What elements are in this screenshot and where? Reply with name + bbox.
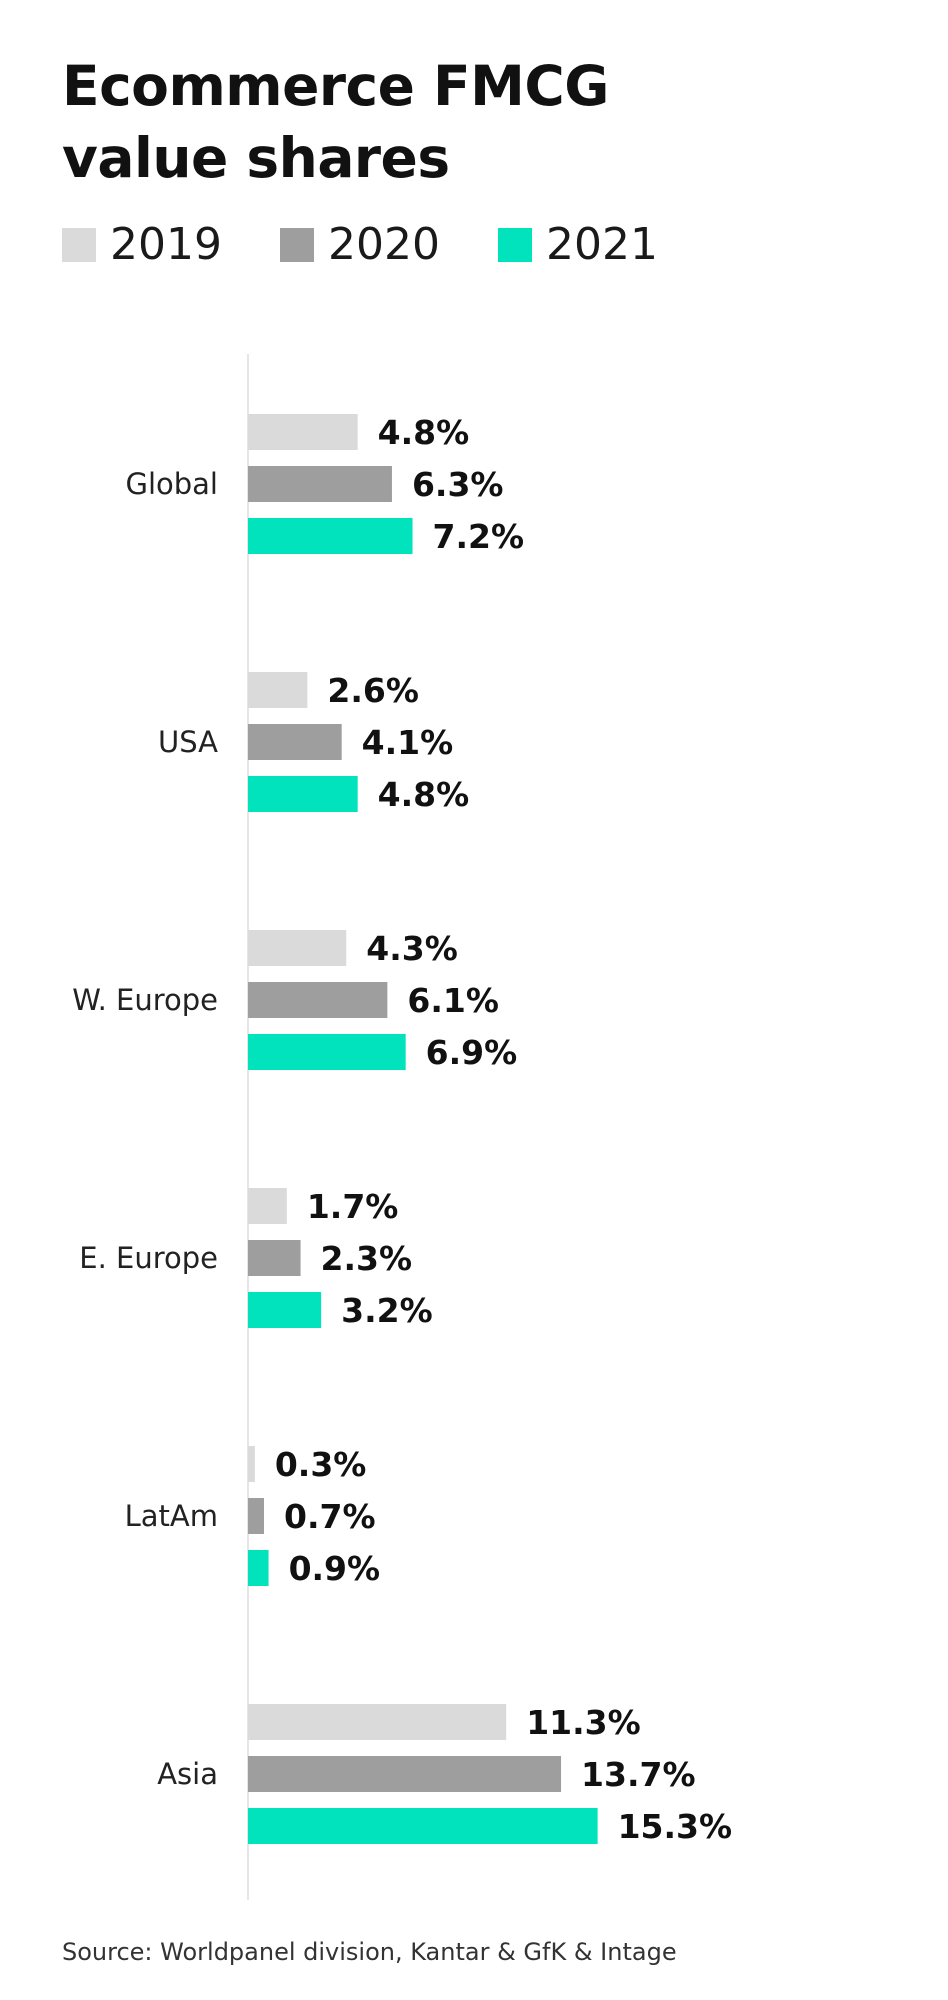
bar-2019 (248, 930, 347, 966)
data-label: 2.6% (327, 671, 419, 710)
data-label: 4.1% (362, 723, 454, 762)
data-label: 3.2% (341, 1291, 433, 1330)
bar-2021 (248, 1550, 269, 1586)
data-label: 6.1% (407, 981, 499, 1020)
legend-label-2021: 2021 (545, 219, 658, 270)
bar-2021 (248, 1292, 322, 1328)
data-label: 0.9% (289, 1549, 381, 1588)
legend-label-2019: 2019 (110, 219, 222, 270)
bar-2020 (248, 466, 392, 502)
data-label: 1.7% (307, 1187, 399, 1226)
bar-2020 (248, 1240, 301, 1276)
data-label: 7.2% (433, 517, 525, 556)
data-label: 6.3% (412, 465, 504, 504)
data-label: 6.9% (426, 1033, 518, 1072)
bar-chart: Global 4.8% 6.3% 7.2% USA 2.6% 4.1% 4.8% W. Euro… (72, 354, 733, 1900)
bar-2021 (248, 518, 413, 554)
bar-2019 (248, 1446, 255, 1482)
bar-2019 (248, 672, 308, 708)
bar-2019 (248, 1188, 287, 1224)
data-label: 13.7% (581, 1755, 696, 1794)
data-label: 0.7% (284, 1497, 376, 1536)
legend-item-2019: 2019 (62, 220, 222, 270)
legend-item-2021: 2021 (497, 219, 658, 270)
bar-2020 (248, 982, 388, 1018)
chart-title: Ecommerce FMCG value shares (62, 54, 609, 190)
data-label: 15.3% (618, 1807, 733, 1846)
bar-2019 (248, 414, 358, 450)
bar-2020 (248, 1498, 264, 1534)
data-label: 2.3% (321, 1239, 413, 1278)
bar-2021 (248, 1034, 406, 1070)
category-label: Asia (157, 1757, 218, 1791)
legend-swatch-2019 (62, 228, 96, 262)
category-label: E. Europe (79, 1241, 218, 1275)
bar-2020 (248, 1756, 562, 1792)
bar-2019 (248, 1704, 507, 1740)
data-label: 11.3% (526, 1703, 641, 1742)
legend-swatch-2021 (497, 228, 532, 262)
legend-label-2020: 2020 (327, 219, 440, 270)
data-label: 4.8% (378, 775, 470, 814)
bar-2021 (248, 776, 358, 812)
source-note: Source: Worldpanel division, Kantar & Gf… (62, 1938, 677, 1966)
category-label: LatAm (125, 1499, 218, 1533)
legend-item-2020: 2020 (279, 219, 440, 270)
bar-2020 (248, 724, 342, 760)
category-label: USA (158, 725, 218, 759)
category-label: W. Europe (72, 983, 218, 1017)
category-label: Global (125, 467, 218, 501)
legend-swatch-2020 (279, 228, 314, 262)
data-label: 4.3% (366, 929, 458, 968)
data-label: 4.8% (378, 413, 470, 452)
data-label: 0.3% (275, 1445, 367, 1484)
bar-2021 (248, 1808, 598, 1844)
chart-legend: 2019 2020 2021 (62, 220, 716, 270)
